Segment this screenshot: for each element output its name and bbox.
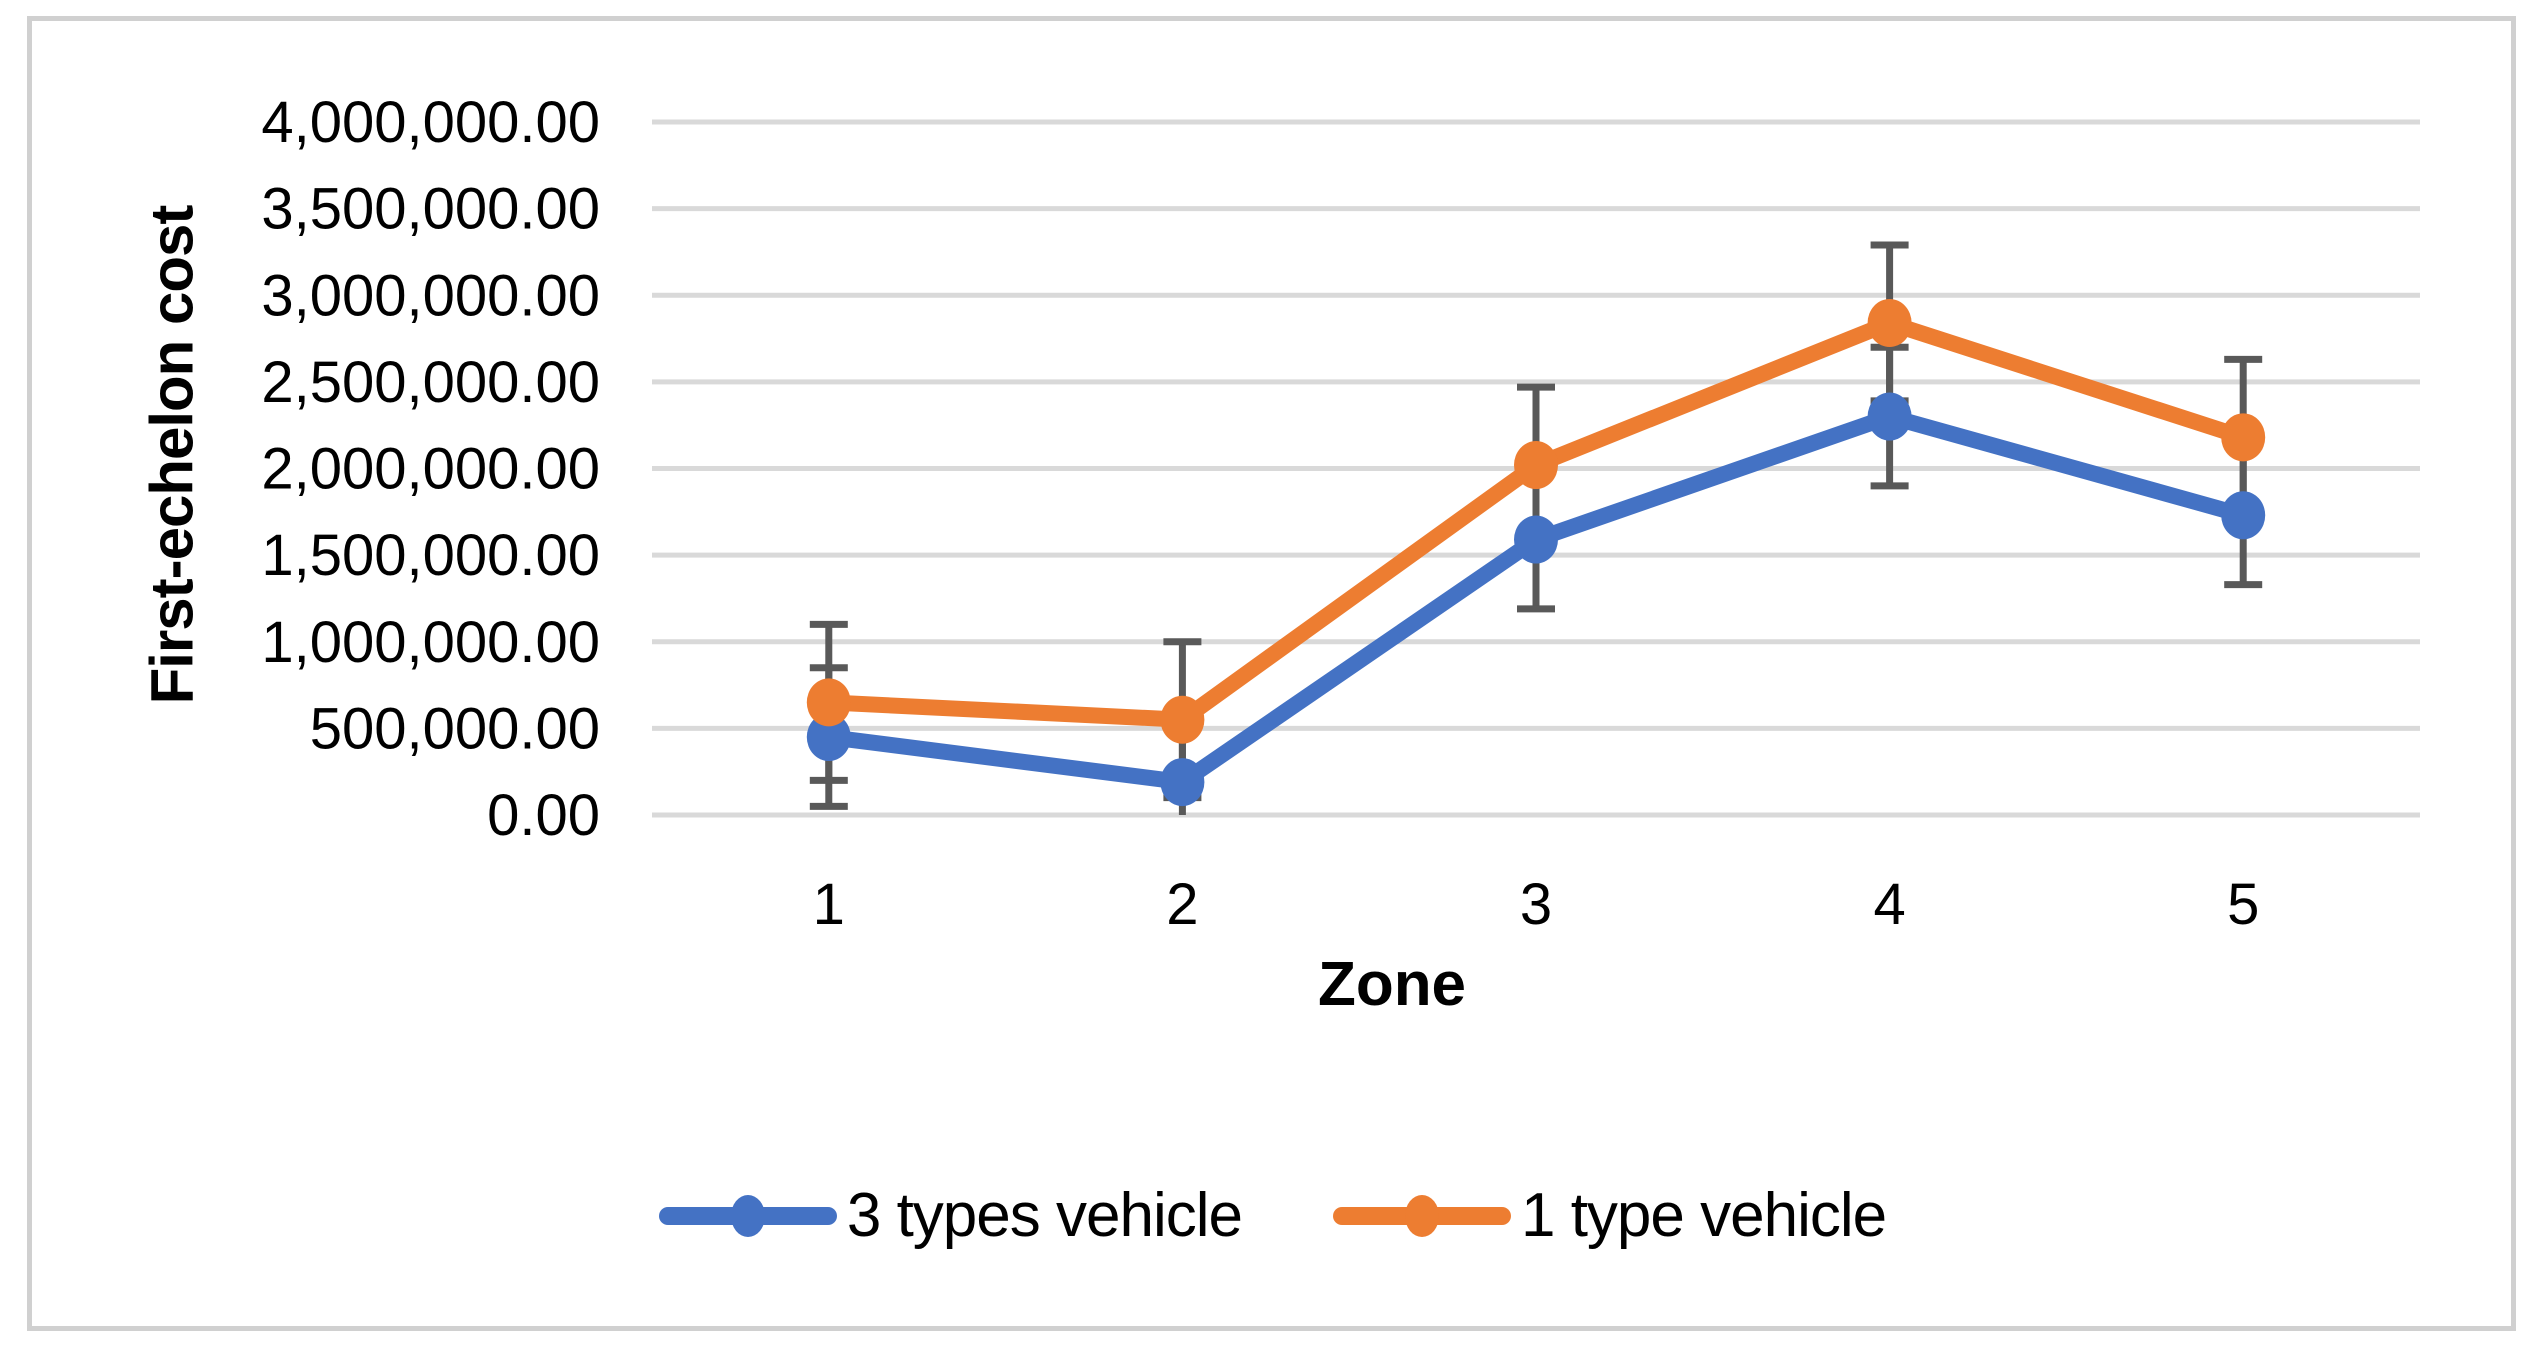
legend-dot-icon bbox=[1405, 1195, 1439, 1237]
y-tick-label: 0.00 bbox=[487, 783, 600, 848]
legend-label: 3 types vehicle bbox=[846, 1181, 1243, 1250]
legend-label: 1 type vehicle bbox=[1521, 1181, 1887, 1250]
data-point-marker bbox=[2221, 413, 2266, 462]
x-tick-label: 5 bbox=[2227, 872, 2259, 937]
y-tick-label: 1,000,000.00 bbox=[261, 610, 600, 675]
data-point-marker bbox=[1160, 758, 1205, 807]
legend-dot-icon bbox=[730, 1195, 765, 1237]
data-point-marker bbox=[2221, 491, 2266, 540]
data-point-marker bbox=[1160, 695, 1205, 744]
legend: 3 types vehicle 1 type vehicle bbox=[0, 1185, 2545, 1247]
y-tick-label: 2,000,000.00 bbox=[261, 437, 600, 502]
data-point-marker bbox=[1514, 515, 1558, 564]
chart-area-border bbox=[27, 16, 2516, 1331]
x-tick-label: 4 bbox=[1873, 872, 1905, 937]
legend-item: 1 type vehicle bbox=[1333, 1181, 1887, 1250]
y-tick-label: 1,500,000.00 bbox=[261, 523, 600, 588]
x-tick-label: 3 bbox=[1520, 872, 1552, 937]
data-point-marker bbox=[1867, 298, 1912, 347]
legend-item: 3 types vehicle bbox=[658, 1181, 1243, 1250]
y-tick-label: 3,000,000.00 bbox=[261, 263, 600, 328]
data-point-marker bbox=[1514, 441, 1558, 490]
x-tick-label: 2 bbox=[1166, 872, 1198, 937]
legend-marker-line-icon bbox=[658, 1193, 837, 1239]
legend-marker-line-icon bbox=[1333, 1193, 1511, 1239]
y-axis-title: First-echelon cost bbox=[138, 205, 206, 705]
data-point-marker bbox=[1867, 392, 1912, 441]
x-tick-label: 1 bbox=[813, 872, 845, 937]
y-tick-label: 4,000,000.00 bbox=[261, 90, 600, 155]
y-tick-label: 2,500,000.00 bbox=[261, 350, 600, 415]
data-point-marker bbox=[806, 678, 851, 727]
y-tick-label: 500,000.00 bbox=[310, 696, 600, 761]
y-tick-label: 3,500,000.00 bbox=[261, 177, 600, 242]
x-axis-title: Zone bbox=[1317, 950, 1467, 1019]
data-point-marker bbox=[806, 713, 851, 762]
